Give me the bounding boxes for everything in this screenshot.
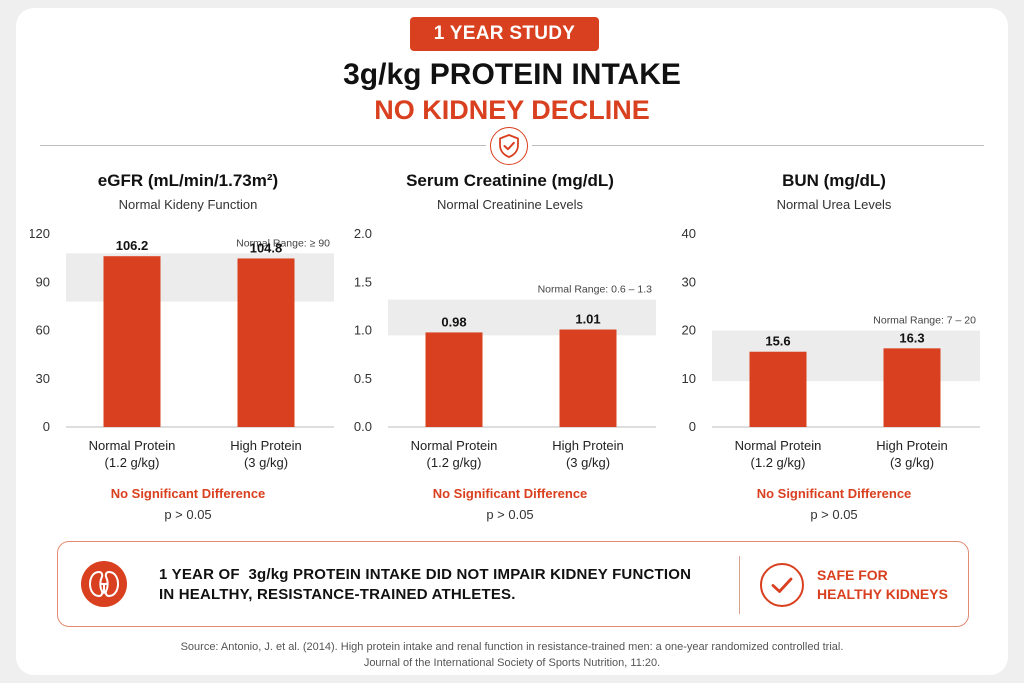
creatinine-chart: Normal Range: 0.6 – 1.3 0.0 0.5 1.0 1.5 2.0 0.… — [354, 226, 656, 470]
y-tick-label: 30 — [682, 274, 696, 289]
y-tick-label: 1.5 — [354, 274, 372, 289]
egfr-panel: Normal Range: ≥ 90 0 30 60 90 120 106.2 Normal … — [30, 168, 346, 528]
bun-chart: Normal Range: 7 – 20 0 10 20 30 40 15.6 Normal … — [682, 226, 980, 470]
y-tick-label: 20 — [682, 323, 696, 338]
page-title: 3g/kg PROTEIN INTAKE — [343, 58, 681, 91]
y-tick-label: 0 — [43, 419, 50, 434]
x-tick-label: (3 g/kg) — [890, 455, 934, 470]
creatinine-panel: Normal Range: 0.6 – 1.3 0.0 0.5 1.0 1.5 2.0 0.… — [352, 168, 668, 528]
y-tick-label: 10 — [682, 371, 696, 386]
bun-significance: No Significant Difference — [756, 486, 912, 501]
y-tick-label: 120 — [30, 226, 50, 241]
x-tick-label: (3 g/kg) — [244, 455, 288, 470]
egfr-chart-subtitle: Normal Kideny Function — [118, 197, 258, 212]
summary-statement: 1 YEAR OF 3g/kg PROTEIN INTAKE DID NOT I… — [159, 565, 739, 605]
x-tick-label: High Protein — [876, 438, 948, 453]
bun-chart-subtitle: Normal Urea Levels — [776, 197, 892, 212]
source-citation: Source: Antonio, J. et al. (2014). High … — [0, 639, 1024, 671]
egfr-chart: Normal Range: ≥ 90 0 30 60 90 120 106.2 Normal … — [30, 226, 334, 470]
normal-range-label: Normal Range: 7 – 20 — [873, 315, 976, 327]
safe-line-1: SAFE FOR — [817, 567, 888, 583]
y-tick-label: 1.0 — [354, 323, 372, 338]
y-tick-label: 0.0 — [354, 419, 372, 434]
creatinine-p-value: p > 0.05 — [486, 507, 534, 522]
creatinine-chart-title: Serum Creatinine (mg/dL) — [406, 171, 614, 190]
y-tick-label: 30 — [36, 371, 50, 386]
bar — [103, 256, 161, 427]
egfr-p-value: p > 0.05 — [164, 507, 212, 522]
x-tick-label: Normal Protein — [735, 438, 822, 453]
bar-value-label: 16.3 — [899, 330, 924, 345]
bar — [237, 258, 295, 427]
x-tick-label: (1.2 g/kg) — [427, 455, 482, 470]
creatinine-significance: No Significant Difference — [432, 486, 588, 501]
check-circle-icon — [760, 563, 804, 607]
egfr-chart-title: eGFR (mL/min/1.73m²) — [97, 171, 279, 190]
bar — [425, 332, 483, 427]
source-line-1: Source: Antonio, J. et al. (2014). High … — [180, 641, 844, 653]
normal-range-label: Normal Range: 0.6 – 1.3 — [538, 284, 653, 296]
bar-value-label: 106.2 — [116, 238, 149, 253]
creatinine-chart-subtitle: Normal Creatinine Levels — [437, 197, 583, 212]
study-duration-badge: 1 YEAR STUDY — [410, 17, 599, 51]
bar-value-label: 104.8 — [250, 240, 283, 255]
bar — [883, 348, 941, 427]
bun-panel: Normal Range: 7 – 20 0 10 20 30 40 15.6 Normal … — [676, 168, 992, 528]
y-tick-label: 2.0 — [354, 226, 372, 241]
shield-check-icon — [490, 127, 528, 165]
bar-value-label: 1.01 — [575, 312, 600, 327]
safe-line-2: HEALTHY KIDNEYS — [817, 586, 948, 602]
kidneys-icon — [81, 561, 127, 607]
x-tick-label: Normal Protein — [89, 438, 176, 453]
page-subtitle: NO KIDNEY DECLINE — [374, 95, 650, 125]
x-tick-label: High Protein — [552, 438, 624, 453]
x-tick-label: Normal Protein — [411, 438, 498, 453]
summary-line-2: IN HEALTHY, RESISTANCE-TRAINED ATHLETES. — [159, 586, 516, 603]
x-tick-label: (1.2 g/kg) — [105, 455, 160, 470]
x-tick-label: (1.2 g/kg) — [751, 455, 806, 470]
bar-value-label: 0.98 — [441, 314, 466, 329]
y-tick-label: 90 — [36, 274, 50, 289]
safe-for-kidneys-label: SAFE FOR HEALTHY KIDNEYS — [817, 566, 957, 604]
divider-left — [40, 145, 486, 146]
x-tick-label: High Protein — [230, 438, 302, 453]
egfr-significance: No Significant Difference — [110, 486, 266, 501]
bar-value-label: 15.6 — [765, 334, 790, 349]
normal-range-band — [388, 299, 656, 336]
normal-range-label: Normal Range: ≥ 90 — [236, 237, 330, 249]
bar — [749, 351, 807, 427]
bun-chart-title: BUN (mg/dL) — [782, 171, 886, 190]
y-tick-label: 40 — [682, 226, 696, 241]
bar — [559, 329, 617, 427]
source-line-2: Journal of the International Society of … — [363, 657, 661, 669]
x-tick-label: (3 g/kg) — [566, 455, 610, 470]
summary-box: 1 YEAR OF 3g/kg PROTEIN INTAKE DID NOT I… — [57, 541, 969, 627]
bun-p-value: p > 0.05 — [810, 507, 858, 522]
y-tick-label: 0 — [689, 419, 696, 434]
y-tick-label: 60 — [36, 323, 50, 338]
y-tick-label: 0.5 — [354, 371, 372, 386]
summary-line-1: 1 YEAR OF 3g/kg PROTEIN INTAKE DID NOT I… — [159, 566, 692, 583]
summary-separator — [739, 556, 740, 614]
divider-right — [532, 145, 984, 146]
